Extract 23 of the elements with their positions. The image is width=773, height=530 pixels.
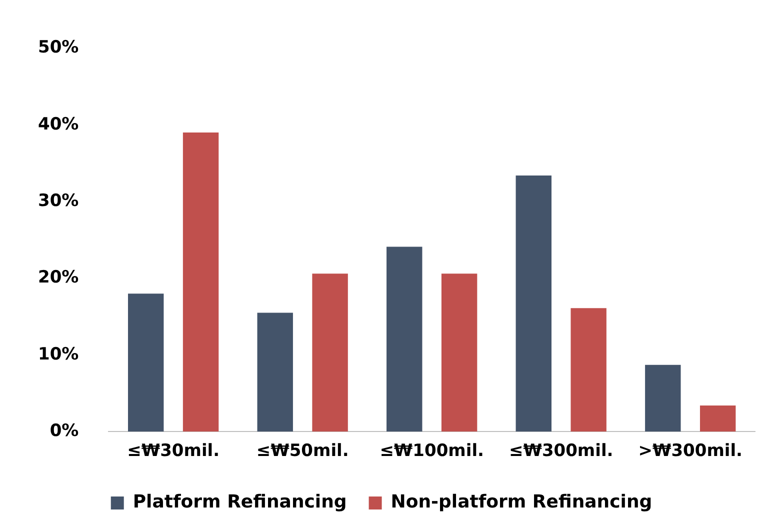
bar [312, 274, 348, 432]
bar [257, 312, 293, 432]
y-tick-label: 10% [38, 344, 79, 364]
bar [182, 132, 219, 432]
bar [441, 274, 478, 432]
y-tick-label: 50% [38, 38, 79, 58]
legend-label: Platform Refinancing [132, 492, 347, 513]
bar [516, 175, 552, 432]
x-tick-label: ≤₩300mil. [508, 441, 614, 462]
y-tick-label: 0% [50, 421, 79, 442]
y-tick-label: 20% [38, 268, 79, 288]
x-tick-label: ≤₩50mil. [256, 441, 349, 462]
bar [700, 406, 736, 432]
y-tick-label: 40% [38, 114, 79, 134]
bar [128, 294, 164, 432]
legend-label: Non-platform Refinancing [390, 492, 652, 513]
x-tick-label: ≤₩100mil. [380, 441, 484, 462]
bar [645, 364, 681, 432]
x-tick-label: >₩300mil. [638, 441, 743, 462]
bar [386, 246, 422, 432]
x-tick-label: ≤₩30mil. [127, 441, 220, 462]
y-tick-label: 30% [38, 190, 79, 211]
bar [570, 308, 606, 432]
